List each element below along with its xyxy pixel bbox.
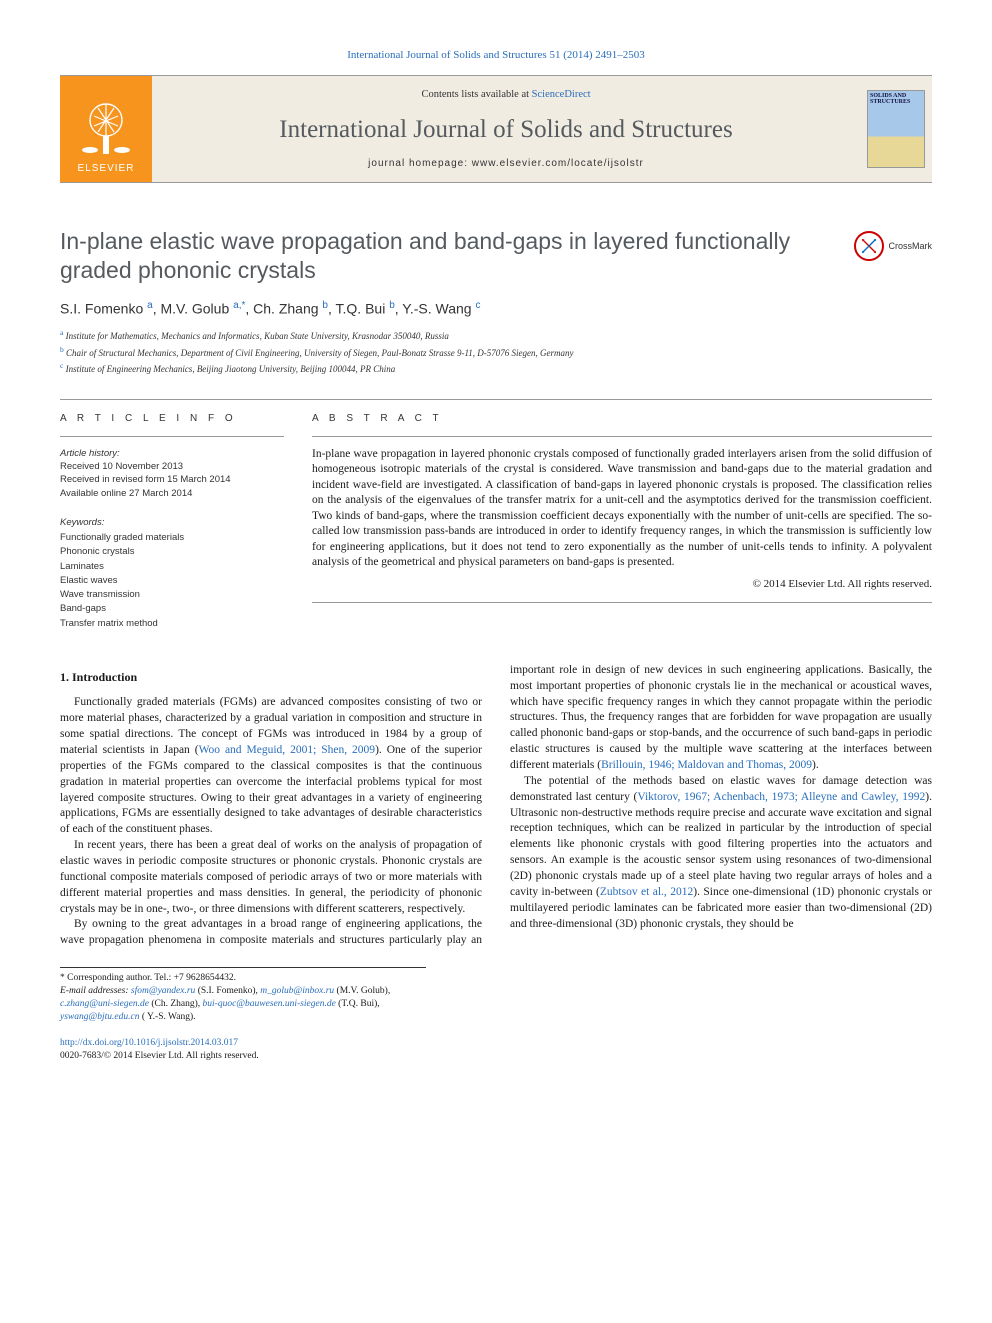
contents-prefix: Contents lists available at bbox=[421, 89, 531, 100]
body-paragraph: In recent years, there has been a great … bbox=[60, 838, 482, 917]
email-link[interactable]: bui-quoc@bauwesen.uni-siegen.de bbox=[203, 999, 336, 1009]
abstract-text: In-plane wave propagation in layered pho… bbox=[312, 447, 932, 571]
info-abstract-row: A R T I C L E I N F O Article history: R… bbox=[60, 399, 932, 631]
corresponding-author-line: * Corresponding author. Tel.: +7 9628654… bbox=[60, 972, 426, 985]
journal-cover-thumb-wrap: SOLIDS AND STRUCTURES bbox=[860, 76, 932, 182]
bottom-doi-block: http://dx.doi.org/10.1016/j.ijsolstr.201… bbox=[60, 1037, 932, 1062]
keywords-list: Functionally graded materialsPhononic cr… bbox=[60, 531, 284, 631]
body-paragraph: The potential of the methods based on el… bbox=[510, 774, 932, 933]
affiliation-line: a Institute for Mathematics, Mechanics a… bbox=[60, 327, 932, 344]
keyword-item: Transfer matrix method bbox=[60, 617, 284, 631]
email-link[interactable]: c.zhang@uni-siegen.de bbox=[60, 999, 149, 1009]
article-info-head: A R T I C L E I N F O bbox=[60, 400, 284, 437]
keyword-item: Functionally graded materials bbox=[60, 531, 284, 545]
journal-header-bar: ELSEVIER Contents lists available at Sci… bbox=[60, 75, 932, 183]
authors-line: S.I. Fomenko a, M.V. Golub a,*, Ch. Zhan… bbox=[60, 299, 932, 319]
email-link[interactable]: yswang@bjtu.edu.cn bbox=[60, 1012, 139, 1022]
email-link[interactable]: sfom@yandex.ru bbox=[131, 986, 195, 996]
section-heading-introduction: 1. Introduction bbox=[60, 669, 482, 686]
email-owner: (T.Q. Bui), bbox=[336, 999, 380, 1009]
article-history-label: Article history: bbox=[60, 447, 284, 460]
body-text: ). Ultrasonic non-destructive methods re… bbox=[510, 791, 932, 898]
abstract-column: A B S T R A C T In-plane wave propagatio… bbox=[312, 400, 932, 631]
header-center: Contents lists available at ScienceDirec… bbox=[152, 76, 860, 182]
citation-link[interactable]: Viktorov, 1967; Achenbach, 1973; Alleyne… bbox=[637, 791, 925, 803]
email-owner: (Ch. Zhang), bbox=[149, 999, 200, 1009]
issn-copyright-line: 0020-7683/© 2014 Elsevier Ltd. All right… bbox=[60, 1051, 259, 1061]
journal-title: International Journal of Solids and Stru… bbox=[164, 112, 848, 147]
email-label: E-mail addresses: bbox=[60, 986, 129, 996]
body-paragraph: Functionally graded materials (FGMs) are… bbox=[60, 695, 482, 838]
elsevier-logo-block[interactable]: ELSEVIER bbox=[60, 76, 152, 182]
affiliations-block: a Institute for Mathematics, Mechanics a… bbox=[60, 327, 932, 377]
elsevier-wordmark: ELSEVIER bbox=[78, 162, 135, 176]
body-text: ). One of the superior properties of the… bbox=[60, 744, 482, 835]
citation-link[interactable]: Brillouin, 1946; Maldovan and Thomas, 20… bbox=[601, 759, 812, 771]
citation-link[interactable]: Zubtsov et al., 2012 bbox=[600, 886, 693, 898]
article-title: In-plane elastic wave propagation and ba… bbox=[60, 227, 932, 285]
email-owner: (M.V. Golub), bbox=[334, 986, 390, 996]
history-line: Received 10 November 2013 bbox=[60, 460, 284, 473]
crossmark-badge[interactable]: CrossMark bbox=[854, 231, 932, 261]
abstract-head: A B S T R A C T bbox=[312, 400, 932, 437]
page-root: International Journal of Solids and Stru… bbox=[0, 0, 992, 1102]
keywords-label: Keywords: bbox=[60, 516, 284, 529]
doi-link[interactable]: http://dx.doi.org/10.1016/j.ijsolstr.201… bbox=[60, 1038, 238, 1048]
history-line: Available online 27 March 2014 bbox=[60, 487, 284, 500]
keyword-item: Elastic waves bbox=[60, 574, 284, 588]
contents-line: Contents lists available at ScienceDirec… bbox=[164, 88, 848, 103]
corresponding-author-footnote: * Corresponding author. Tel.: +7 9628654… bbox=[60, 967, 426, 1023]
keyword-item: Band-gaps bbox=[60, 602, 284, 616]
body-two-columns: 1. Introduction Functionally graded mate… bbox=[60, 663, 932, 949]
crossmark-icon bbox=[854, 231, 884, 261]
journal-cover-thumb[interactable]: SOLIDS AND STRUCTURES bbox=[867, 90, 925, 168]
top-journal-reference-link[interactable]: International Journal of Solids and Stru… bbox=[347, 49, 645, 61]
top-journal-reference[interactable]: International Journal of Solids and Stru… bbox=[60, 48, 932, 63]
email-addresses-block: E-mail addresses: sfom@yandex.ru (S.I. F… bbox=[60, 985, 426, 1023]
body-text: ). bbox=[812, 759, 819, 771]
affiliation-line: b Chair of Structural Mechanics, Departm… bbox=[60, 344, 932, 361]
journal-homepage-line[interactable]: journal homepage: www.elsevier.com/locat… bbox=[164, 157, 848, 171]
abstract-copyright: © 2014 Elsevier Ltd. All rights reserved… bbox=[312, 577, 932, 603]
keyword-item: Wave transmission bbox=[60, 588, 284, 602]
affiliation-line: c Institute of Engineering Mechanics, Be… bbox=[60, 360, 932, 377]
email-link[interactable]: m_golub@inbox.ru bbox=[260, 986, 334, 996]
citation-link[interactable]: Woo and Meguid, 2001; Shen, 2009 bbox=[199, 744, 375, 756]
elsevier-tree-icon bbox=[76, 98, 136, 158]
journal-cover-title: SOLIDS AND STRUCTURES bbox=[870, 93, 922, 105]
email-owner: (S.I. Fomenko), bbox=[195, 986, 258, 996]
email-owner: ( Y.-S. Wang). bbox=[139, 1012, 195, 1022]
keyword-item: Laminates bbox=[60, 560, 284, 574]
history-line: Received in revised form 15 March 2014 bbox=[60, 473, 284, 486]
crossmark-label: CrossMark bbox=[888, 240, 932, 253]
article-info-column: A R T I C L E I N F O Article history: R… bbox=[60, 400, 284, 631]
article-history-list: Received 10 November 2013Received in rev… bbox=[60, 460, 284, 500]
sciencedirect-link[interactable]: ScienceDirect bbox=[532, 89, 591, 100]
article-head-block: CrossMark In-plane elastic wave propagat… bbox=[60, 227, 932, 376]
keyword-item: Phononic crystals bbox=[60, 545, 284, 559]
